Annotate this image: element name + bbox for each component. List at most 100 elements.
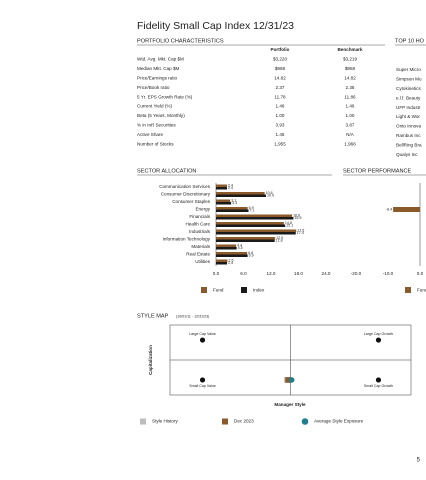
cell: 3.93 — [276, 123, 285, 128]
quadrant-label: Large Cap Growth — [364, 332, 393, 336]
bar — [216, 217, 294, 220]
holding: Rambus Inc — [396, 133, 421, 138]
cell: 1.00 — [346, 113, 355, 118]
category-label: Information Technology — [163, 237, 211, 242]
legend-label: Fund — [417, 288, 426, 293]
x-tick-label: -10.0 — [383, 271, 394, 276]
cell: $958 — [345, 66, 356, 71]
row-label: Price/Book ratio — [137, 85, 170, 90]
value-label: 10.9 — [267, 194, 274, 198]
row-label: % in Int'l Securities — [137, 123, 176, 128]
quadrant-dot — [375, 377, 382, 383]
bar — [216, 244, 237, 247]
quadrant-label: Small Cap Growth — [364, 384, 393, 388]
category-label: Health Care — [185, 222, 210, 227]
value-label: 7.1 — [250, 209, 255, 213]
cell: 2.37 — [276, 85, 285, 90]
row-label: Price/Earnings ratio — [137, 76, 178, 81]
row-label: Active Share — [137, 132, 163, 137]
section-heading: STYLE MAP — [137, 313, 169, 319]
legend-swatch — [201, 287, 207, 293]
category-label: Utilities — [195, 259, 211, 264]
x-tick-label: 0.0 — [213, 271, 220, 276]
value-label: 4.4 — [237, 244, 242, 248]
cell: $958 — [275, 66, 286, 71]
bar — [216, 222, 284, 225]
legend-label: Style History — [152, 419, 178, 424]
category-label: Consumer Discretionary — [161, 192, 211, 197]
value-label: 15.1 — [286, 224, 293, 228]
bar — [216, 214, 293, 217]
bar — [216, 239, 275, 242]
column-header: Portfolio — [271, 47, 290, 52]
value-label: 6.9 — [249, 206, 254, 210]
value-label: 17.5 — [297, 229, 304, 233]
value-label: 6.9 — [249, 254, 254, 258]
bar — [216, 229, 297, 232]
section-heading: SECTOR ALLOCATION — [137, 168, 196, 174]
cell: 3.87 — [346, 123, 355, 128]
x-tick-label: 12.0 — [267, 271, 276, 276]
bar — [393, 207, 420, 212]
bar — [216, 207, 248, 210]
holding: UFP Industr — [396, 105, 421, 110]
value-label: 2.4 — [228, 186, 233, 190]
legend-swatch — [140, 418, 146, 425]
value-label: 2.5 — [228, 259, 233, 263]
point — [285, 377, 291, 383]
cell: 1.46 — [346, 104, 355, 109]
value-label: 17.4 — [297, 231, 304, 235]
value-label: 3.1 — [231, 199, 236, 203]
quadrant-label: Small Cap Value — [189, 384, 216, 388]
holding: Simpson Mu — [396, 77, 422, 82]
row-label: 5 Yr. EPS Growth Rate (%) — [137, 94, 193, 99]
category-label: Materials — [191, 244, 210, 249]
cell: 1.45 — [276, 132, 285, 137]
quadrant-dot — [375, 337, 382, 343]
cell: 1,966 — [344, 141, 356, 146]
row-label: Current Yield (%) — [137, 104, 172, 109]
legend-swatch — [222, 418, 228, 425]
category-label: Consumer Staples — [172, 199, 210, 204]
row-label: Wtd. Avg. Mkt. Cap $M — [137, 57, 184, 62]
subtitle: (10/01/11 - 12/31/23) — [176, 314, 209, 318]
bar — [216, 259, 228, 262]
bar — [216, 232, 296, 235]
value-label: 10.6 — [266, 191, 273, 195]
quadrant-label: Large Cap Value — [189, 332, 216, 336]
page-number: 5 — [417, 458, 421, 464]
value-label: -8.4 — [386, 207, 392, 211]
x-tick-label: 24.0 — [322, 271, 331, 276]
bar — [216, 192, 265, 195]
bar — [216, 184, 227, 187]
value-label: 14.8 — [285, 221, 292, 225]
cell: $3,219 — [343, 57, 357, 62]
holding: e.l.f. Beauty — [396, 95, 421, 100]
y-axis-label: Capitalization — [148, 345, 153, 375]
quadrant-dot — [199, 377, 206, 383]
value-label: 4.5 — [238, 246, 243, 250]
x-tick-label: -20.0 — [351, 271, 362, 276]
value-label: 2.4 — [228, 184, 233, 188]
legend-swatch — [241, 287, 247, 293]
holding: Light & Wor — [396, 114, 420, 119]
section-heading: PORTFOLIO CHARACTERISTICS — [137, 38, 224, 44]
bar — [216, 252, 248, 255]
value-label: 12.9 — [276, 236, 283, 240]
holding: Cytokinetics — [396, 86, 421, 91]
row-label: Beta (5 Years, Monthly) — [137, 113, 185, 118]
cell: 2.38 — [346, 85, 355, 90]
value-label: 6.8 — [248, 251, 253, 255]
point — [288, 377, 295, 383]
bar — [216, 209, 249, 212]
value-label: 3.3 — [232, 201, 237, 205]
cell: 1.46 — [276, 104, 285, 109]
bar — [216, 187, 227, 190]
bar — [216, 254, 248, 257]
bar — [216, 202, 232, 205]
bar — [216, 224, 286, 227]
x-tick-label: 6.0 — [240, 271, 247, 276]
column-header: Benchmark — [337, 47, 362, 52]
